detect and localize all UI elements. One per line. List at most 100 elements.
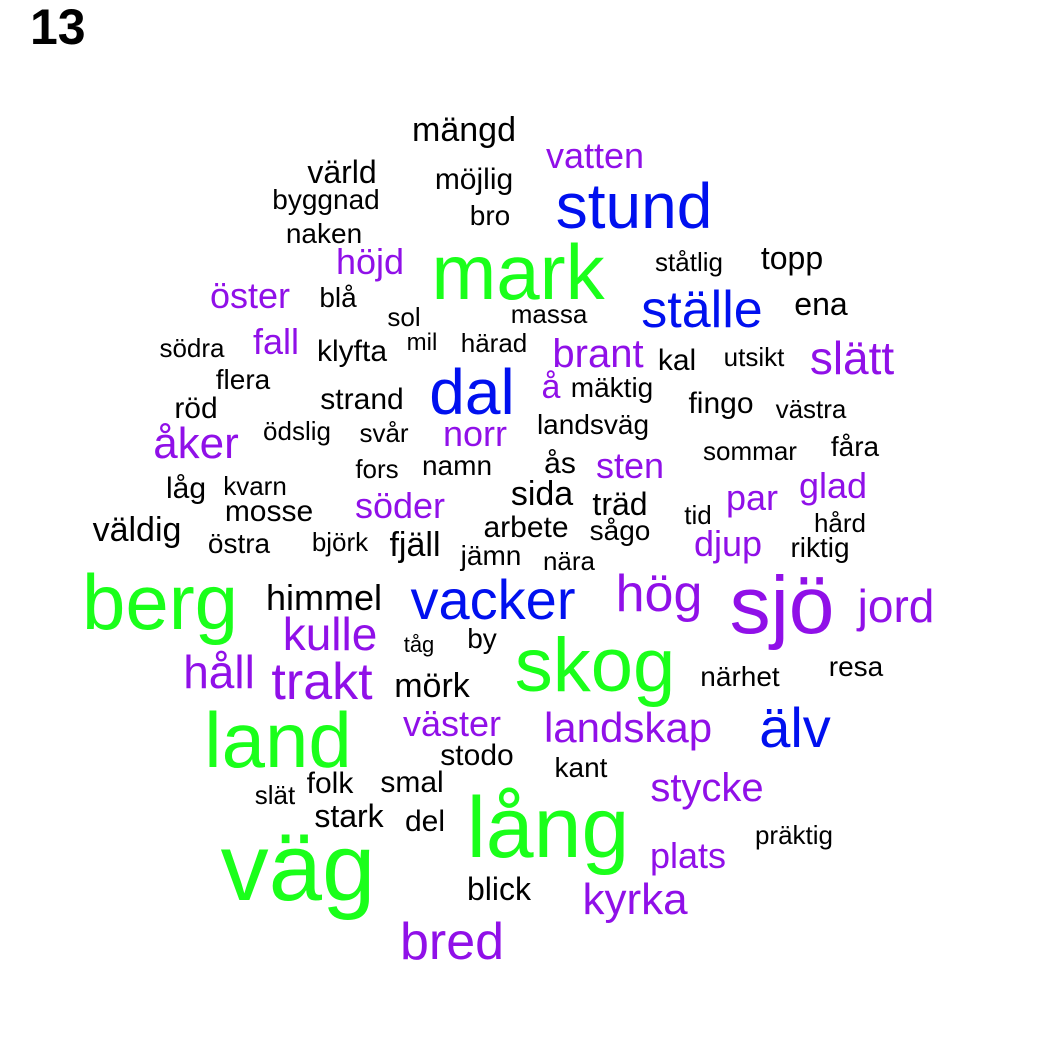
- cloud-word: plats: [649, 835, 727, 876]
- cloud-word: landskap: [543, 704, 713, 751]
- cloud-word: naken: [285, 218, 363, 249]
- cloud-word: smal: [380, 766, 444, 799]
- cloud-word: sol: [387, 302, 421, 332]
- cloud-word: sida: [510, 475, 574, 513]
- cloud-word: himmel: [265, 577, 383, 618]
- cloud-word: västra: [775, 394, 847, 424]
- cloud-word: tid: [684, 500, 712, 530]
- cloud-word: östra: [207, 528, 271, 559]
- cloud-word: jord: [857, 580, 935, 632]
- cloud-word: fors: [355, 454, 399, 484]
- cloud-word: väg: [220, 814, 376, 921]
- cloud-word: fjäll: [389, 526, 441, 564]
- cloud-word: röd: [174, 392, 218, 425]
- cloud-word: fall: [252, 321, 300, 362]
- cloud-word: stark: [314, 798, 384, 834]
- cloud-word: flera: [215, 364, 271, 395]
- cloud-word: topp: [760, 240, 824, 276]
- cloud-word: sågo: [589, 515, 651, 546]
- cloud-word: by: [467, 623, 497, 654]
- cloud-word: djup: [693, 523, 763, 564]
- cloud-word: hög: [615, 565, 703, 623]
- cloud-word: älv: [759, 696, 831, 759]
- panel-label: 13: [30, 0, 86, 55]
- cloud-word: präktig: [754, 820, 834, 850]
- cloud-word: härad: [460, 328, 528, 358]
- cloud-word: vacker: [410, 568, 576, 631]
- cloud-word: sommar: [703, 436, 797, 466]
- cloud-word: par: [725, 477, 779, 518]
- cloud-word: slätt: [809, 332, 895, 384]
- cloud-word: norr: [442, 413, 508, 454]
- cloud-word: berg: [81, 558, 239, 646]
- cloud-word: stodo: [440, 739, 514, 772]
- cloud-word: blick: [466, 871, 532, 907]
- cloud-word: bro: [469, 200, 511, 231]
- cloud-word: landsväg: [536, 409, 650, 440]
- cloud-word: dal: [429, 356, 515, 428]
- cloud-word: ställe: [641, 281, 763, 339]
- cloud-word: trakt: [271, 653, 373, 711]
- cloud-word: ås: [544, 447, 576, 480]
- cloud-word: mark: [431, 228, 605, 316]
- cloud-word: nära: [542, 546, 596, 576]
- cloud-word: björk: [311, 527, 369, 557]
- cloud-word: väldig: [92, 511, 182, 549]
- cloud-word: väster: [402, 703, 502, 744]
- cloud-word: mängd: [412, 111, 516, 149]
- cloud-word: arbete: [483, 511, 569, 544]
- cloud-word: hård: [813, 508, 867, 538]
- cloud-word: riktig: [790, 532, 850, 563]
- cloud-word: utsikt: [723, 342, 785, 372]
- cloud-word: ödslig: [263, 416, 331, 446]
- cloud-word: åker: [153, 419, 239, 468]
- cloud-word: stund: [555, 170, 713, 242]
- cloud-word: byggnad: [272, 184, 380, 215]
- cloud-word: sten: [595, 445, 665, 486]
- cloud-word: vatten: [545, 135, 645, 176]
- cloud-word: jämn: [460, 540, 522, 571]
- cloud-word: slät: [254, 780, 296, 810]
- cloud-word: kant: [554, 752, 608, 783]
- cloud-word: skog: [514, 623, 676, 708]
- cloud-word: brant: [552, 332, 644, 376]
- cloud-word: kvarn: [223, 471, 287, 501]
- cloud-word: land: [204, 696, 352, 784]
- cloud-word: fåra: [830, 431, 880, 462]
- cloud-word: låg: [165, 472, 207, 505]
- cloud-word: svår: [359, 418, 409, 448]
- cloud-word: å: [541, 368, 561, 406]
- cloud-word: tåg: [403, 632, 435, 657]
- cloud-word: träd: [592, 486, 648, 522]
- cloud-word: lång: [466, 780, 630, 876]
- cloud-word: värld: [307, 154, 377, 190]
- cloud-word: kyrka: [582, 875, 688, 924]
- cloud-word: mosse: [224, 495, 314, 528]
- cloud-word: strand: [320, 383, 404, 416]
- cloud-word: stycke: [650, 766, 764, 810]
- cloud-word: blå: [319, 282, 357, 313]
- cloud-word: kulle: [282, 608, 378, 660]
- cloud-word: kal: [657, 344, 697, 377]
- cloud-word: närhet: [700, 661, 780, 692]
- cloud-word: håll: [183, 646, 255, 698]
- cloud-word: del: [404, 805, 446, 838]
- cloud-word: folk: [306, 767, 354, 800]
- cloud-word: mäktig: [570, 372, 654, 403]
- cloud-word: öster: [209, 275, 291, 316]
- cloud-word: ena: [794, 286, 848, 322]
- cloud-word: namn: [421, 450, 493, 481]
- cloud-word: fingo: [688, 387, 754, 420]
- cloud-word: mil: [406, 329, 438, 356]
- cloud-word: bred: [399, 913, 505, 971]
- cloud-word: massa: [510, 299, 588, 329]
- cloud-word: mörk: [394, 667, 470, 705]
- cloud-word: möjlig: [434, 163, 514, 196]
- cloud-word: söder: [354, 485, 446, 526]
- cloud-word: glad: [798, 465, 868, 506]
- cloud-word: klyfta: [316, 335, 388, 368]
- cloud-word: ståtlig: [655, 247, 723, 277]
- cloud-word: resa: [828, 651, 884, 682]
- cloud-word: sjö: [729, 560, 835, 651]
